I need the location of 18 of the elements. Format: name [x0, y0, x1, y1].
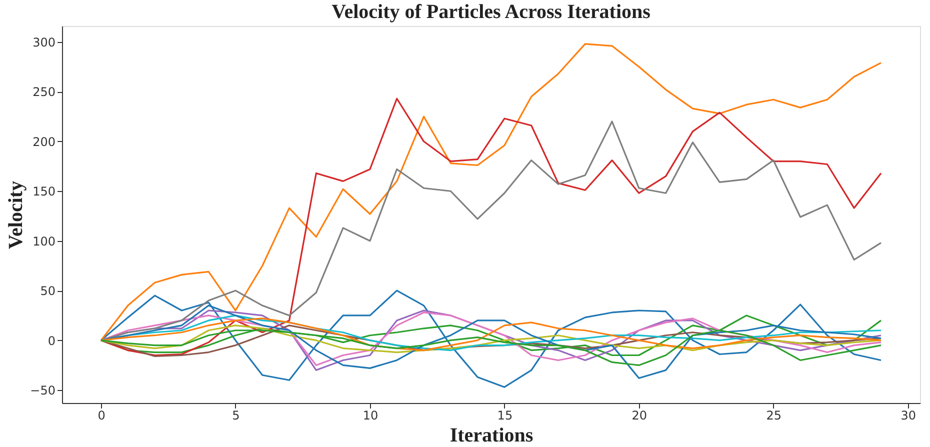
y-tick-label: 200 — [32, 134, 56, 149]
y-tick-label: 300 — [32, 35, 56, 50]
y-tick-label: 150 — [32, 184, 56, 199]
x-tick-label: 25 — [766, 408, 782, 422]
x-tick-label: 30 — [900, 408, 916, 422]
x-tick-label: 10 — [362, 408, 378, 422]
x-tick-label: 0 — [98, 408, 106, 422]
x-axis-title: Iterations — [450, 424, 534, 446]
x-tick-label: 20 — [632, 408, 648, 422]
y-tick-label: 0 — [48, 334, 56, 348]
y-tick-label: 50 — [40, 284, 56, 298]
x-tick-label: 15 — [497, 408, 513, 422]
chart-title: Velocity of Particles Across Iterations — [332, 1, 651, 23]
y-axis-title: Velocity — [5, 180, 28, 250]
y-tick-label: −50 — [30, 384, 56, 398]
x-tick-label: 5 — [232, 408, 240, 422]
y-tick-label: 100 — [32, 234, 56, 248]
y-tick-label: 250 — [32, 85, 56, 100]
